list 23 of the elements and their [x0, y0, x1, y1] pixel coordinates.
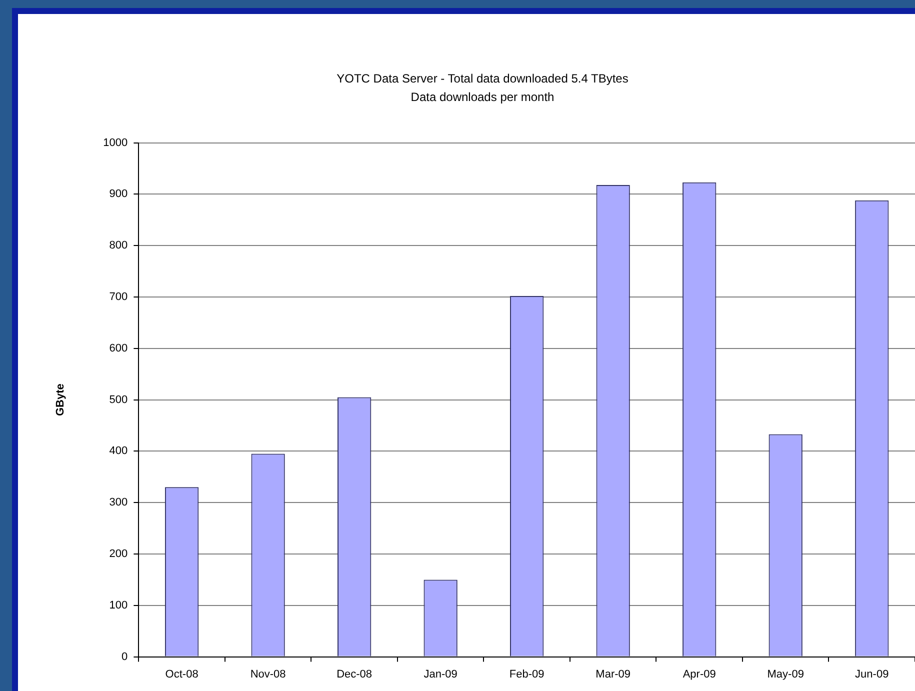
chart-subtitle: Data downloads per month: [410, 90, 554, 104]
y-tick-label: 500: [109, 394, 128, 406]
y-tick-label: 1000: [103, 136, 128, 149]
y-tick-label: 400: [109, 445, 128, 458]
x-tick-label: Jun-09: [855, 668, 889, 680]
y-tick-label: 200: [109, 548, 128, 560]
y-tick-label: 700: [109, 291, 128, 304]
y-tick-label: 600: [109, 342, 128, 354]
y-tick-label: 0: [122, 650, 128, 663]
x-tick-label: Mar-09: [596, 668, 631, 680]
x-tick-label: Dec-08: [336, 668, 372, 680]
y-tick-label: 800: [109, 240, 128, 252]
y-tick-label: 100: [109, 599, 128, 612]
y-axis-title: GByte: [54, 384, 67, 416]
x-tick-label: Jan-09: [424, 668, 458, 680]
chart-title: YOTC Data Server - Total data downloaded 5.4 TBytes: [336, 72, 628, 86]
x-tick-label: Oct-08: [165, 668, 198, 680]
x-tick-label: Apr-09: [682, 668, 716, 680]
y-tick-label: 300: [109, 496, 128, 509]
x-tick-label: May-09: [767, 668, 804, 680]
y-tick-label: 900: [109, 188, 128, 200]
x-tick-label: Feb-09: [509, 668, 544, 680]
x-tick-label: Nov-08: [250, 668, 286, 680]
